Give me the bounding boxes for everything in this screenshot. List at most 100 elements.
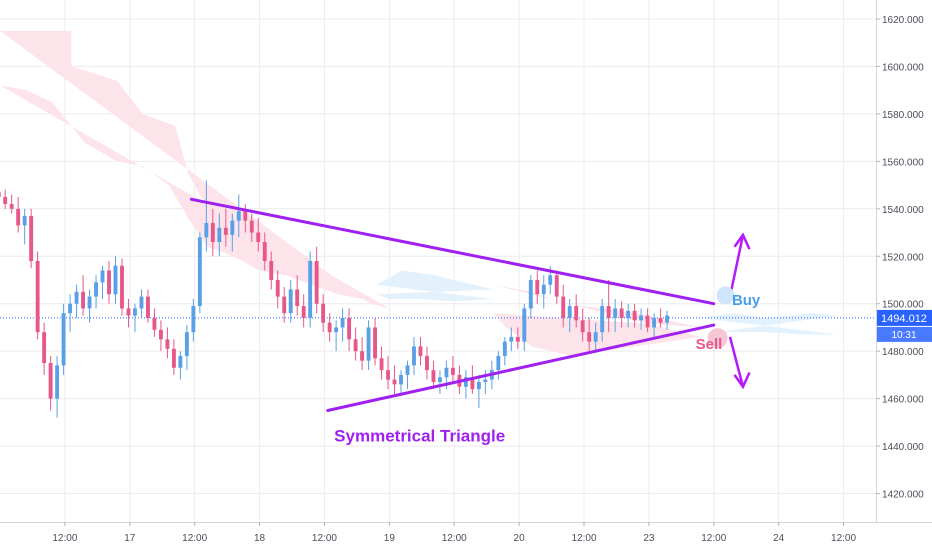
candle[interactable] — [204, 180, 209, 252]
lower-trendline[interactable] — [326, 323, 716, 412]
candle[interactable] — [133, 303, 137, 333]
candle[interactable] — [535, 270, 540, 304]
candle[interactable] — [48, 355, 53, 411]
candle[interactable] — [431, 360, 436, 390]
candle[interactable] — [347, 308, 352, 352]
candle[interactable] — [249, 213, 254, 243]
candle[interactable] — [626, 303, 631, 328]
candle[interactable] — [184, 325, 189, 371]
candle[interactable] — [613, 298, 618, 333]
candle[interactable] — [580, 308, 585, 342]
candle[interactable] — [35, 251, 40, 340]
candle[interactable] — [126, 298, 131, 328]
candle[interactable] — [360, 336, 365, 371]
candle[interactable] — [3, 189, 8, 209]
candle[interactable] — [574, 294, 579, 328]
candle[interactable] — [262, 232, 267, 271]
candle[interactable] — [652, 313, 657, 337]
candle[interactable] — [210, 208, 215, 257]
candle[interactable] — [379, 346, 384, 380]
candle[interactable] — [29, 208, 34, 269]
sell-arrow[interactable] — [728, 336, 745, 388]
candle[interactable] — [645, 308, 650, 333]
candle[interactable] — [463, 370, 468, 399]
candle[interactable] — [120, 258, 124, 316]
candle[interactable] — [528, 275, 533, 318]
candle[interactable] — [171, 339, 176, 375]
candle[interactable] — [197, 232, 202, 314]
candle[interactable] — [366, 320, 371, 371]
candle[interactable] — [405, 360, 410, 390]
candle[interactable] — [425, 346, 429, 380]
candle[interactable] — [295, 275, 300, 316]
candle[interactable] — [152, 308, 157, 337]
buy-arrow[interactable] — [728, 234, 745, 297]
candle[interactable] — [81, 275, 86, 316]
candle[interactable] — [515, 327, 520, 349]
candle[interactable] — [308, 251, 313, 328]
candle[interactable] — [386, 355, 390, 390]
candle[interactable] — [314, 246, 319, 314]
candle[interactable] — [334, 320, 339, 352]
candle[interactable] — [74, 284, 79, 318]
candle[interactable] — [269, 251, 274, 290]
candle[interactable] — [288, 279, 293, 323]
candle[interactable] — [301, 294, 306, 328]
candle[interactable] — [61, 303, 66, 375]
candle[interactable] — [476, 374, 481, 409]
candle[interactable] — [217, 213, 222, 257]
candle[interactable] — [665, 310, 670, 330]
candle[interactable] — [438, 370, 442, 394]
drawings[interactable]: Buy Sell Symmetrical Triangle — [189, 197, 761, 445]
candle[interactable] — [42, 322, 47, 375]
candlesticks[interactable] — [0, 180, 670, 418]
candle[interactable] — [567, 298, 572, 333]
candle[interactable] — [94, 275, 98, 309]
candle[interactable] — [450, 355, 455, 385]
candle[interactable] — [9, 194, 14, 214]
candle[interactable] — [0, 185, 1, 204]
candle[interactable] — [561, 284, 566, 328]
candle[interactable] — [554, 270, 559, 304]
candle[interactable] — [275, 270, 280, 309]
candle[interactable] — [600, 298, 605, 342]
candle[interactable] — [16, 196, 21, 233]
candle[interactable] — [593, 322, 598, 352]
candle[interactable] — [256, 218, 261, 252]
candle[interactable] — [327, 313, 332, 342]
candle[interactable] — [412, 336, 416, 375]
candle[interactable] — [619, 301, 624, 328]
candle[interactable] — [373, 317, 378, 366]
candle[interactable] — [418, 336, 423, 366]
candle[interactable] — [392, 365, 397, 394]
candle[interactable] — [606, 279, 611, 333]
candle[interactable] — [22, 208, 27, 245]
upper-trendline[interactable] — [189, 197, 716, 306]
candle[interactable] — [191, 298, 196, 342]
candle[interactable] — [639, 308, 644, 330]
candle[interactable] — [587, 317, 592, 352]
candle[interactable] — [139, 289, 144, 318]
candle[interactable] — [230, 213, 235, 252]
candle[interactable] — [55, 355, 60, 418]
candle[interactable] — [340, 308, 345, 342]
candle[interactable] — [321, 294, 326, 333]
candle[interactable] — [353, 327, 358, 361]
candle[interactable] — [236, 194, 241, 238]
candle[interactable] — [282, 287, 287, 323]
candle[interactable] — [87, 289, 92, 323]
candle[interactable] — [100, 265, 105, 299]
candle[interactable] — [509, 327, 514, 352]
candle[interactable] — [68, 294, 73, 333]
candle[interactable] — [522, 303, 527, 352]
price-scale[interactable]: 1620.000 1600.000 1580.000 1560.000 1540.000… — [876, 15, 924, 501]
candle[interactable] — [541, 275, 546, 309]
candle[interactable] — [496, 351, 501, 380]
candle[interactable] — [158, 320, 163, 352]
candle[interactable] — [178, 351, 183, 380]
candle[interactable] — [223, 208, 228, 247]
candle[interactable] — [165, 327, 170, 359]
candle[interactable] — [502, 336, 507, 366]
candle[interactable] — [632, 303, 637, 328]
